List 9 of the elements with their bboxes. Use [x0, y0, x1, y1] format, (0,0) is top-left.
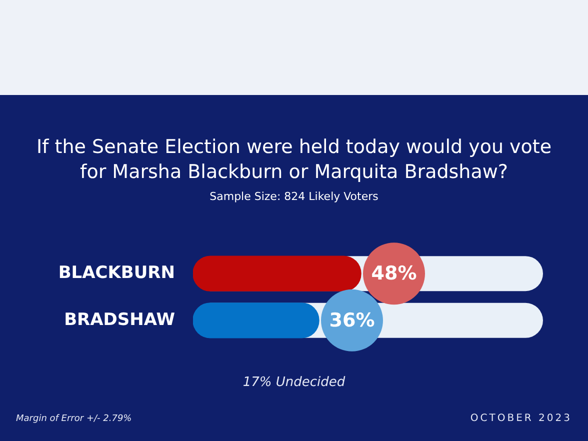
text: 17% Undecided [242, 375, 346, 390]
data-label: 36% [329, 309, 375, 332]
chart-title: If the Senate Election were held today would you vote for Marsha Blackburn or Marquita Bradshaw? [35, 135, 553, 185]
text: Margin of Error +/- 2.79% [16, 414, 132, 424]
chart-subtitle: Sample Size: 824 Likely Voters [208, 190, 380, 203]
y-tick-label: BLACKBURN [58, 263, 175, 284]
text: OCTOBER 2023 [470, 413, 572, 424]
data-label: 48% [371, 262, 417, 285]
y-tick-label: BRADSHAW [64, 310, 176, 330]
